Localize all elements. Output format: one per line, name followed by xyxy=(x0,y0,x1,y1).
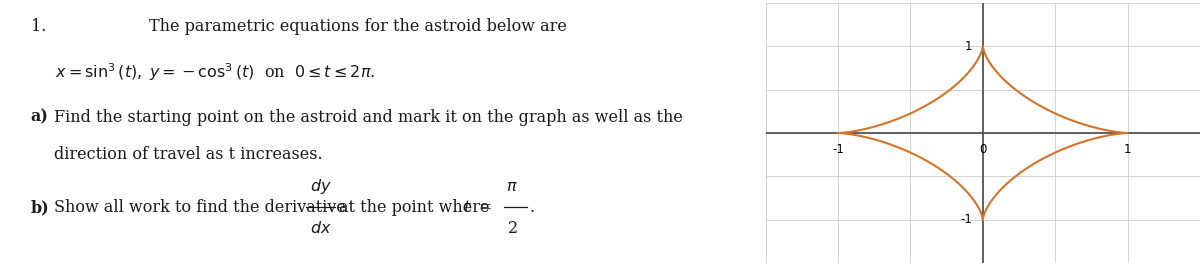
Text: $dx$: $dx$ xyxy=(310,220,332,237)
Text: Find the starting point on the astroid and mark it on the graph as well as the: Find the starting point on the astroid a… xyxy=(54,109,683,126)
Text: direction of travel as t increases.: direction of travel as t increases. xyxy=(54,146,323,163)
Text: 1: 1 xyxy=(965,40,973,53)
Text: 0: 0 xyxy=(979,143,986,156)
Text: $t$: $t$ xyxy=(463,199,472,216)
Text: -1: -1 xyxy=(832,143,844,156)
Text: b): b) xyxy=(31,199,49,216)
Text: a): a) xyxy=(31,109,48,126)
Text: -1: -1 xyxy=(961,213,973,226)
Text: =: = xyxy=(479,199,492,216)
Text: at the point where: at the point where xyxy=(340,199,490,216)
Text: Show all work to find the derivative: Show all work to find the derivative xyxy=(54,199,346,216)
Text: 1: 1 xyxy=(1124,143,1132,156)
Text: .: . xyxy=(529,199,534,216)
Text: The parametric equations for the astroid below are: The parametric equations for the astroid… xyxy=(149,18,568,35)
Text: $x = \sin^3(t),\; y = -\cos^3(t)$  on  $0 \leq t \leq 2\pi.$: $x = \sin^3(t),\; y = -\cos^3(t)$ on $0 … xyxy=(55,61,376,83)
Text: 2: 2 xyxy=(508,220,517,237)
Text: $dy$: $dy$ xyxy=(310,177,332,196)
Text: $\pi$: $\pi$ xyxy=(506,178,518,195)
Text: 1.: 1. xyxy=(31,18,46,35)
